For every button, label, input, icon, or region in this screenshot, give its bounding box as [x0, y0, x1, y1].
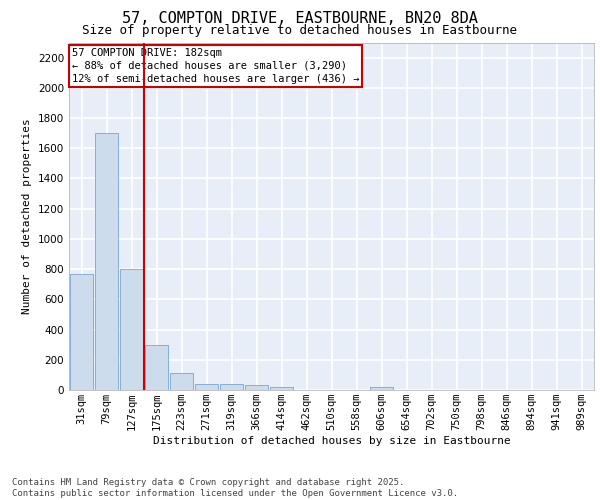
Bar: [145, 344, 169, 390]
Text: 57, COMPTON DRIVE, EASTBOURNE, BN20 8DA: 57, COMPTON DRIVE, EASTBOURNE, BN20 8DA: [122, 11, 478, 26]
Bar: [70, 274, 94, 390]
Text: Contains HM Land Registry data © Crown copyright and database right 2025.
Contai: Contains HM Land Registry data © Crown c…: [12, 478, 458, 498]
Bar: [220, 384, 244, 390]
Bar: [269, 387, 293, 390]
Bar: [194, 384, 218, 390]
Bar: [170, 374, 193, 390]
Text: Size of property relative to detached houses in Eastbourne: Size of property relative to detached ho…: [83, 24, 517, 37]
Bar: [245, 386, 268, 390]
X-axis label: Distribution of detached houses by size in Eastbourne: Distribution of detached houses by size …: [152, 436, 511, 446]
Bar: [370, 387, 394, 390]
Y-axis label: Number of detached properties: Number of detached properties: [22, 118, 32, 314]
Text: 57 COMPTON DRIVE: 182sqm
← 88% of detached houses are smaller (3,290)
12% of sem: 57 COMPTON DRIVE: 182sqm ← 88% of detach…: [71, 48, 359, 84]
Bar: [119, 269, 143, 390]
Bar: [95, 133, 118, 390]
